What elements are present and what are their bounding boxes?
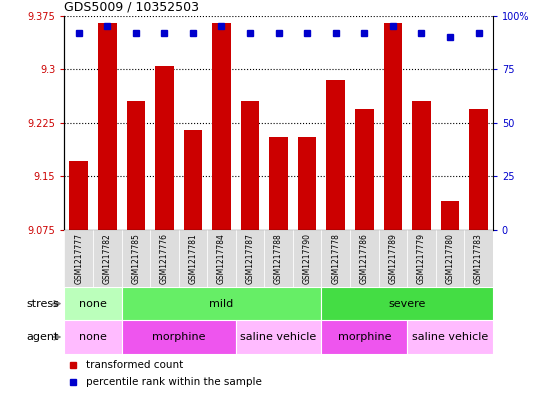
Text: GSM1217782: GSM1217782	[102, 233, 112, 283]
FancyBboxPatch shape	[379, 230, 407, 287]
FancyBboxPatch shape	[264, 230, 293, 287]
Text: transformed count: transformed count	[86, 360, 183, 370]
Text: GSM1217776: GSM1217776	[160, 233, 169, 284]
FancyBboxPatch shape	[436, 230, 464, 287]
Bar	[298, 137, 316, 230]
FancyBboxPatch shape	[64, 287, 122, 320]
FancyBboxPatch shape	[350, 230, 379, 287]
Text: GSM1217784: GSM1217784	[217, 233, 226, 284]
Text: none: none	[79, 299, 107, 309]
Text: GSM1217790: GSM1217790	[302, 233, 312, 284]
FancyBboxPatch shape	[64, 230, 93, 287]
FancyBboxPatch shape	[179, 230, 207, 287]
Bar	[384, 23, 402, 230]
Text: morphine: morphine	[338, 332, 391, 342]
Bar	[355, 108, 374, 230]
FancyBboxPatch shape	[321, 320, 407, 354]
Bar	[326, 80, 345, 230]
Text: GSM1217779: GSM1217779	[417, 233, 426, 284]
Text: GSM1217786: GSM1217786	[360, 233, 369, 284]
Bar	[241, 101, 259, 230]
FancyBboxPatch shape	[293, 230, 321, 287]
Bar	[98, 23, 116, 230]
Text: GSM1217789: GSM1217789	[388, 233, 398, 284]
Text: percentile rank within the sample: percentile rank within the sample	[86, 377, 262, 387]
Bar	[184, 130, 202, 230]
Text: GSM1217778: GSM1217778	[331, 233, 340, 284]
FancyBboxPatch shape	[93, 230, 122, 287]
Bar	[269, 137, 288, 230]
FancyBboxPatch shape	[236, 230, 264, 287]
FancyBboxPatch shape	[122, 230, 150, 287]
FancyBboxPatch shape	[236, 320, 321, 354]
Bar	[412, 101, 431, 230]
Text: GDS5009 / 10352503: GDS5009 / 10352503	[64, 0, 199, 13]
Bar	[212, 23, 231, 230]
Text: GSM1217788: GSM1217788	[274, 233, 283, 283]
FancyBboxPatch shape	[207, 230, 236, 287]
FancyBboxPatch shape	[321, 230, 350, 287]
Bar	[69, 161, 88, 230]
Text: GSM1217780: GSM1217780	[445, 233, 455, 284]
Text: GSM1217781: GSM1217781	[188, 233, 198, 283]
Bar	[127, 101, 145, 230]
Text: stress: stress	[26, 299, 59, 309]
FancyBboxPatch shape	[122, 320, 236, 354]
FancyBboxPatch shape	[64, 320, 122, 354]
Bar	[469, 108, 488, 230]
Text: saline vehicle: saline vehicle	[240, 332, 317, 342]
Text: GSM1217783: GSM1217783	[474, 233, 483, 284]
FancyBboxPatch shape	[464, 230, 493, 287]
FancyBboxPatch shape	[407, 320, 493, 354]
Text: mild: mild	[209, 299, 234, 309]
FancyBboxPatch shape	[321, 287, 493, 320]
Text: GSM1217777: GSM1217777	[74, 233, 83, 284]
Text: none: none	[79, 332, 107, 342]
Text: agent: agent	[26, 332, 59, 342]
Text: saline vehicle: saline vehicle	[412, 332, 488, 342]
Bar	[155, 66, 174, 230]
Text: severe: severe	[389, 299, 426, 309]
Text: GSM1217785: GSM1217785	[131, 233, 141, 284]
Text: GSM1217787: GSM1217787	[245, 233, 255, 284]
FancyBboxPatch shape	[407, 230, 436, 287]
FancyBboxPatch shape	[150, 230, 179, 287]
FancyBboxPatch shape	[122, 287, 321, 320]
Bar	[441, 201, 459, 230]
Text: morphine: morphine	[152, 332, 206, 342]
